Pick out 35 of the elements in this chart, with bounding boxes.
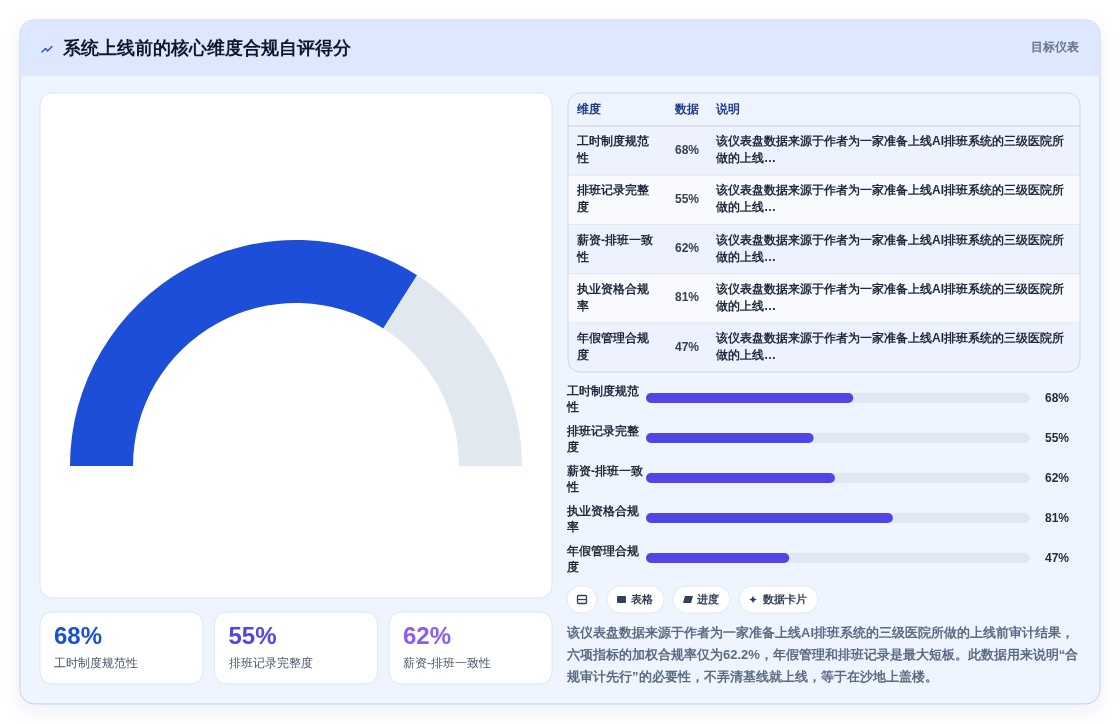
text: 55% [675, 191, 700, 206]
text: 该仪表盘数据来源于作者为一家准备上线AI排班系统的三级医院所做的上线… [715, 232, 1064, 264]
text: 排班记录完整度 [228, 656, 313, 671]
y-tick-label: 排班记录完整度 [566, 424, 640, 455]
text: 目标仪表 [1031, 40, 1080, 55]
text: 62% [675, 241, 700, 256]
text: 该仪表盘数据来源于作者为一家准备上线AI排班系统的三级医院所做的上线前审计结果，六项指标的加权合规率仅为62.2%，年假管理和排班记录是最大短板。此数据用来说明“合规审计先行”的必要性，不弄清基线就上线，等于在沙地上盖楼。 [566, 625, 1079, 685]
data-label: 68% [1045, 391, 1070, 406]
text: 55% [228, 622, 277, 650]
y-tick-label: 年假管理合规度 [566, 544, 640, 575]
text: 62% [403, 622, 452, 650]
text: 该仪表盘数据来源于作者为一家准备上线AI排班系统的三级医院所做的上线… [715, 183, 1064, 215]
text: 进度 [696, 592, 719, 605]
text: 数据 [674, 102, 699, 117]
text: 工时制度规范性 [54, 656, 138, 671]
data-label: 62% [1045, 471, 1070, 486]
y-tick-label: 执业资格合规率 [566, 504, 640, 535]
text: 81% [675, 290, 700, 305]
text: 说明 [715, 102, 740, 117]
text: 该仪表盘数据来源于作者为一家准备上线AI排班系统的三级医院所做的上线… [715, 331, 1064, 363]
y-tick-label: 薪资-排班一致性 [566, 464, 643, 495]
data-label: 81% [1045, 511, 1070, 526]
text: 维度 [576, 102, 601, 117]
text: 47% [675, 339, 700, 354]
text: 该仪表盘数据来源于作者为一家准备上线AI排班系统的三级医院所做的上线… [715, 134, 1064, 166]
text: 表格 [630, 592, 654, 605]
data-label: 47% [1045, 551, 1070, 566]
data-label: 55% [1045, 431, 1070, 446]
chart-title: 系统上线前的核心维度合规自评得分 [62, 37, 352, 58]
text: 薪资-排班一致性 [403, 656, 491, 671]
text: 68% [54, 622, 103, 650]
text: 该仪表盘数据来源于作者为一家准备上线AI排班系统的三级医院所做的上线… [715, 281, 1064, 313]
text: 68% [675, 142, 700, 157]
text: 数据卡片 [762, 592, 807, 605]
y-tick-label: 工时制度规范性 [566, 384, 640, 415]
